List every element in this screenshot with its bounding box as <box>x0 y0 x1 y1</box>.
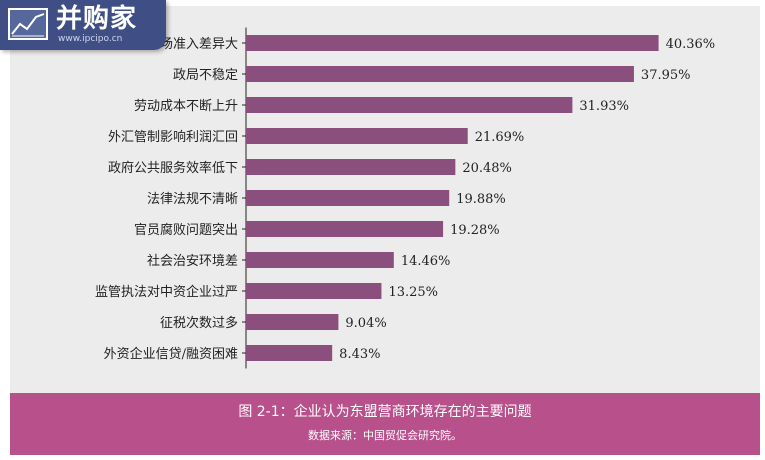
bar <box>246 345 333 361</box>
category-label: 法律法规不清晰 <box>147 192 238 207</box>
bar <box>246 283 382 299</box>
value-label: 20.48% <box>462 161 512 176</box>
bar <box>246 159 456 175</box>
value-label: 19.88% <box>456 192 506 207</box>
category-label: 征税次数过多 <box>160 315 238 331</box>
bar <box>246 128 468 144</box>
figure-title: 图 2-1：企业认为东盟营商环境存在的主要问题 <box>238 404 532 420</box>
value-label: 8.43% <box>339 347 380 362</box>
figure-source: 数据来源：中国贸促会研究院。 <box>308 429 462 442</box>
bar <box>246 190 450 206</box>
chart-panel: 市场准入差异大 40.36% 政局不稳定 37.95% 劳动成本不断上升 31.93% 外汇… <box>10 6 760 393</box>
bar <box>246 252 394 268</box>
figure-caption: 图 2-1：企业认为东盟营商环境存在的主要问题 数据来源：中国贸促会研究院。 <box>10 393 760 455</box>
category-label: 外汇管制影响利润汇回 <box>108 129 238 145</box>
value-label: 9.04% <box>345 316 386 331</box>
category-label: 官员腐败问题突出 <box>134 222 238 238</box>
category-label: 外资企业信贷/融资困难 <box>104 346 238 362</box>
value-label: 21.69% <box>475 130 525 145</box>
value-label: 14.46% <box>401 254 451 269</box>
bar <box>246 314 339 330</box>
watermark-logo: 并购家 www.ipcipo.cn <box>0 0 166 50</box>
category-label: 政府公共服务效率低下 <box>108 160 238 176</box>
value-label: 19.28% <box>450 223 500 238</box>
category-label: 劳动成本不断上升 <box>134 98 238 114</box>
category-label: 政局不稳定 <box>173 67 238 83</box>
bar-chart: 市场准入差异大 40.36% 政局不稳定 37.95% 劳动成本不断上升 31.93% 外汇… <box>95 27 715 369</box>
watermark-url: www.ipcipo.cn <box>58 34 123 44</box>
bars-layer: 市场准入差异大 40.36% 政局不稳定 37.95% 劳动成本不断上升 31.93% 外汇… <box>95 35 715 362</box>
category-label: 社会治安环境差 <box>147 253 238 269</box>
bar <box>246 66 634 82</box>
watermark-brand: 并购家 <box>56 4 138 34</box>
value-label: 37.95% <box>641 68 691 83</box>
value-label: 40.36% <box>666 37 716 52</box>
bar <box>246 35 659 51</box>
bar <box>246 221 444 237</box>
category-label: 市场准入差异大 <box>147 36 238 52</box>
category-label: 监管执法对中资企业过严 <box>95 284 238 300</box>
bar <box>246 97 573 113</box>
value-label: 13.25% <box>388 285 438 300</box>
bar-chart-icon <box>8 8 48 40</box>
value-label: 31.93% <box>579 99 629 114</box>
